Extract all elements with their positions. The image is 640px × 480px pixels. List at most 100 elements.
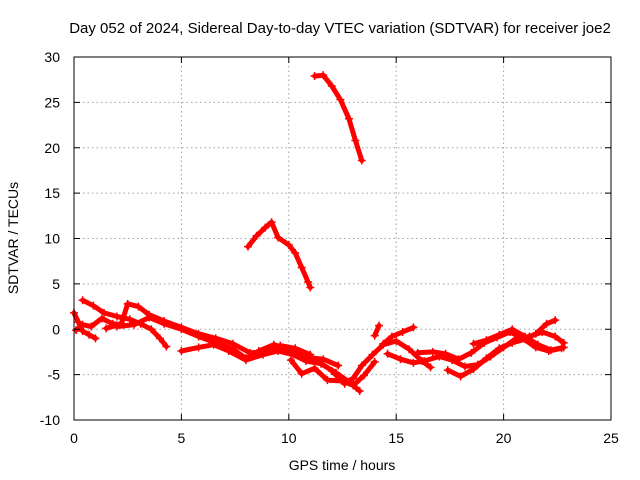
data-point-marker [91, 334, 100, 343]
data-point-marker [286, 356, 295, 365]
data-point-marker [508, 325, 517, 334]
series-arc-10 [379, 323, 418, 348]
data-point-marker [102, 324, 111, 333]
data-point-marker [379, 339, 388, 348]
data-point-marker [355, 386, 364, 395]
data-point-marker [130, 320, 139, 329]
data-point-marker [97, 314, 106, 323]
y-tick-label: -5 [48, 367, 61, 383]
data-point-marker [370, 357, 379, 366]
data-point-marker [482, 336, 491, 345]
data-point-marker [89, 301, 98, 310]
data-point-marker [508, 338, 517, 347]
data-point-marker [327, 82, 336, 91]
data-point-marker [87, 322, 96, 331]
axis-ticks: 0 5 10 15 20 25 -10 -5 0 5 10 15 20 25 30 [40, 49, 619, 446]
data-point-marker [291, 249, 300, 258]
series-trace [329, 338, 434, 387]
x-tick-label: 25 [603, 430, 619, 446]
data-point-marker [261, 223, 270, 232]
data-point-marker [162, 342, 171, 351]
data-point-marker [194, 332, 203, 341]
data-point-marker [274, 233, 283, 242]
y-tick-label: 15 [44, 185, 60, 201]
x-tick-label: 0 [70, 430, 78, 446]
data-point-marker [209, 340, 218, 349]
chart-title: Day 052 of 2024, Sidereal Day-to-day VTE… [69, 20, 611, 37]
data-point-marker [78, 296, 87, 305]
data-point-marker [542, 319, 551, 328]
data-point-marker [370, 331, 379, 340]
series-arc-7 [286, 356, 379, 390]
data-point-marker [112, 322, 121, 331]
data-point-marker [269, 340, 278, 349]
data-point-marker [533, 340, 542, 349]
data-point-marker [267, 218, 276, 227]
data-point-marker [289, 350, 298, 359]
data-point-marker [420, 357, 429, 366]
data-point-marker [344, 114, 353, 123]
data-point-marker [469, 339, 478, 348]
series-trace [178, 342, 363, 394]
y-tick-label: 10 [44, 231, 60, 247]
x-tick-label: 20 [496, 430, 512, 446]
series-trace [288, 357, 378, 388]
data-point-marker [357, 156, 366, 165]
data-point-marker [304, 278, 313, 287]
data-point-marker [100, 308, 109, 317]
data-point-marker [334, 361, 343, 370]
data-point-marker [123, 299, 132, 308]
data-point-marker [284, 240, 293, 249]
series-trace [471, 326, 567, 353]
data-point-marker [74, 317, 83, 326]
data-point-marker [85, 330, 94, 339]
data-point-marker [319, 71, 328, 80]
y-axis-label: SDTVAR / TECUs [5, 182, 21, 294]
data-point-marker [375, 321, 384, 330]
x-tick-label: 10 [281, 430, 297, 446]
data-point-marker [392, 337, 401, 346]
y-tick-label: 30 [44, 49, 60, 65]
data-point-marker [317, 359, 326, 368]
y-tick-label: 25 [44, 94, 60, 110]
data-point-marker [177, 325, 186, 334]
data-point-marker [310, 72, 319, 81]
data-point-marker [323, 376, 332, 385]
data-point-marker [482, 354, 491, 363]
data-point-marker [428, 347, 437, 356]
data-layer [70, 71, 568, 395]
series-arc-14 [469, 325, 568, 355]
data-point-marker [409, 323, 418, 332]
data-point-marker [78, 320, 87, 329]
series-trace [445, 317, 558, 379]
data-point-marker [327, 366, 336, 375]
data-point-marker [521, 332, 530, 341]
data-point-marker [349, 381, 358, 390]
series-trace [245, 219, 313, 290]
series-arc-13 [443, 316, 560, 381]
data-point-marker [310, 364, 319, 373]
data-point-marker [495, 330, 504, 339]
data-point-marker [72, 326, 81, 335]
data-point-marker [134, 302, 143, 311]
data-point-marker [387, 332, 396, 341]
data-point-marker [306, 283, 315, 292]
data-point-marker [252, 231, 261, 240]
series-trace [380, 324, 416, 347]
data-point-marker [396, 355, 405, 364]
data-point-marker [467, 348, 476, 357]
data-point-marker [349, 374, 358, 383]
y-tick-label: 0 [52, 321, 60, 337]
data-point-marker [426, 363, 435, 372]
data-point-marker [546, 346, 555, 355]
series-arc-15 [243, 218, 315, 292]
data-point-marker [224, 347, 233, 356]
data-point-marker [274, 347, 283, 356]
data-point-marker [177, 347, 186, 356]
data-point-marker [147, 325, 156, 334]
x-tick-label: 5 [178, 430, 186, 446]
data-point-marker [259, 350, 268, 359]
data-point-marker [383, 349, 392, 358]
data-point-marker [351, 136, 360, 145]
grid [74, 57, 611, 420]
